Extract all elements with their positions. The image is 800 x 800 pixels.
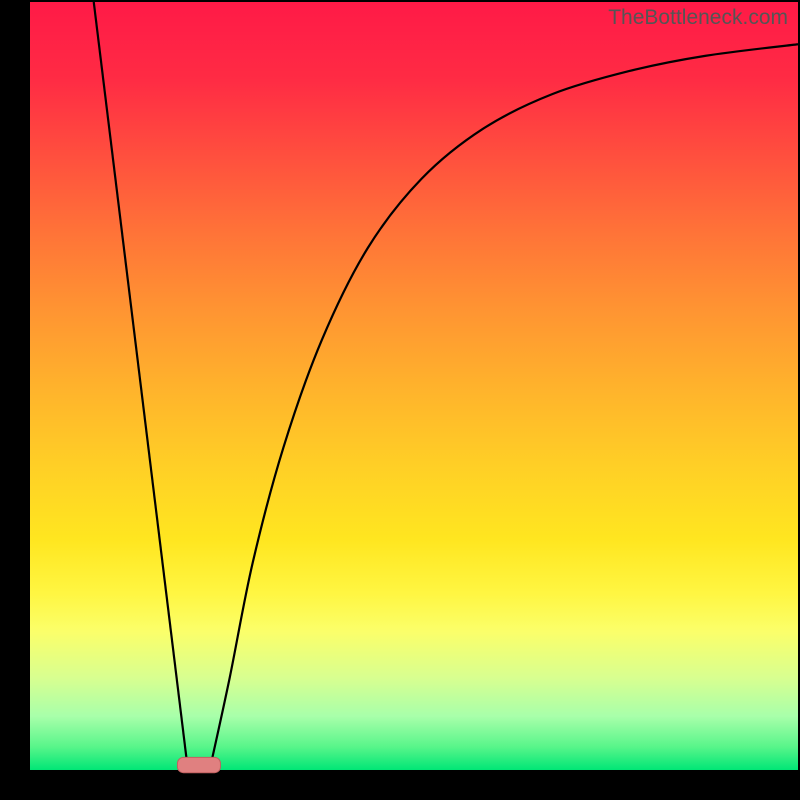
optimal-marker (177, 757, 220, 772)
watermark-text: TheBottleneck.com (608, 6, 788, 30)
chart-svg (0, 0, 800, 800)
bottleneck-chart: TheBottleneck.com (0, 0, 800, 800)
